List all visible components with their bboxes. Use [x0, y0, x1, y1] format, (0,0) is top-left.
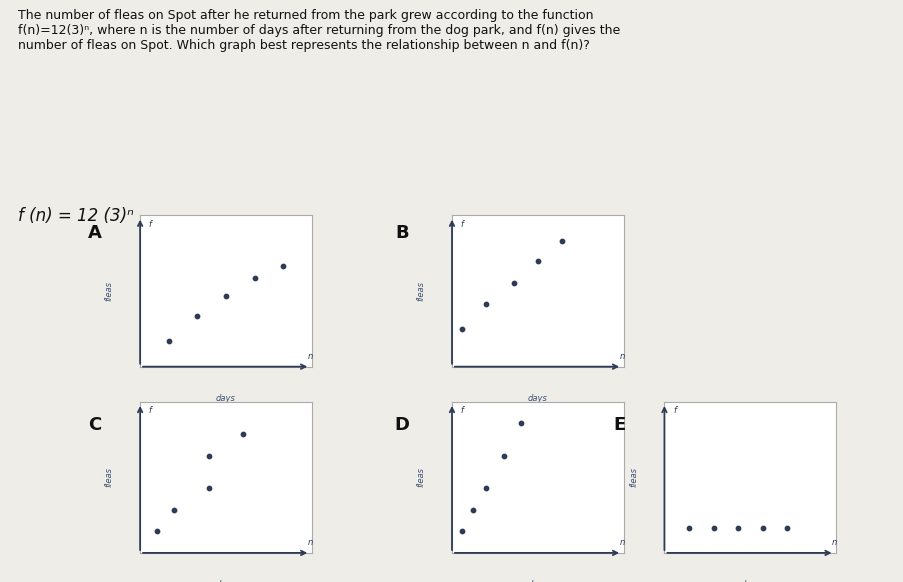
Text: fleas: fleas [628, 467, 638, 487]
Text: f: f [148, 406, 152, 415]
Text: days: days [216, 580, 236, 582]
Text: n: n [619, 352, 624, 361]
Point [465, 505, 479, 514]
Point [167, 505, 182, 514]
Point [162, 337, 176, 346]
Point [454, 324, 469, 333]
Text: days: days [527, 580, 547, 582]
Point [513, 418, 527, 428]
Point [201, 484, 216, 493]
Point [554, 236, 569, 245]
Point [755, 523, 769, 533]
Point [530, 256, 545, 265]
Point [275, 261, 290, 271]
Text: C: C [88, 416, 101, 434]
Point [190, 311, 204, 321]
Text: f: f [672, 406, 675, 415]
Text: fleas: fleas [105, 467, 114, 487]
Point [219, 292, 233, 301]
Text: n: n [307, 538, 312, 547]
Text: D: D [395, 416, 409, 434]
Point [454, 527, 469, 536]
Text: B: B [395, 224, 409, 242]
Text: The number of fleas on Spot after he returned from the park grew according to th: The number of fleas on Spot after he ret… [18, 9, 619, 52]
Point [247, 274, 262, 283]
Text: n: n [831, 538, 836, 547]
Point [705, 523, 720, 533]
Point [201, 451, 216, 460]
Point [730, 523, 744, 533]
Text: n: n [619, 538, 624, 547]
Text: n: n [307, 352, 312, 361]
Text: f: f [148, 220, 152, 229]
Point [496, 451, 510, 460]
Point [479, 484, 493, 493]
Text: days: days [740, 580, 759, 582]
Text: f: f [461, 220, 463, 229]
Text: days: days [527, 394, 547, 403]
Text: fleas: fleas [105, 281, 114, 301]
Point [236, 430, 250, 439]
Point [479, 299, 493, 308]
Text: f: f [461, 406, 463, 415]
Text: E: E [612, 416, 625, 434]
Text: fleas: fleas [416, 281, 425, 301]
Point [779, 523, 794, 533]
Point [150, 527, 164, 536]
Point [506, 279, 520, 288]
Point [681, 523, 695, 533]
Text: f (n) = 12 (3)ⁿ: f (n) = 12 (3)ⁿ [18, 207, 134, 225]
Text: A: A [88, 224, 102, 242]
Text: days: days [216, 394, 236, 403]
Text: fleas: fleas [416, 467, 425, 487]
